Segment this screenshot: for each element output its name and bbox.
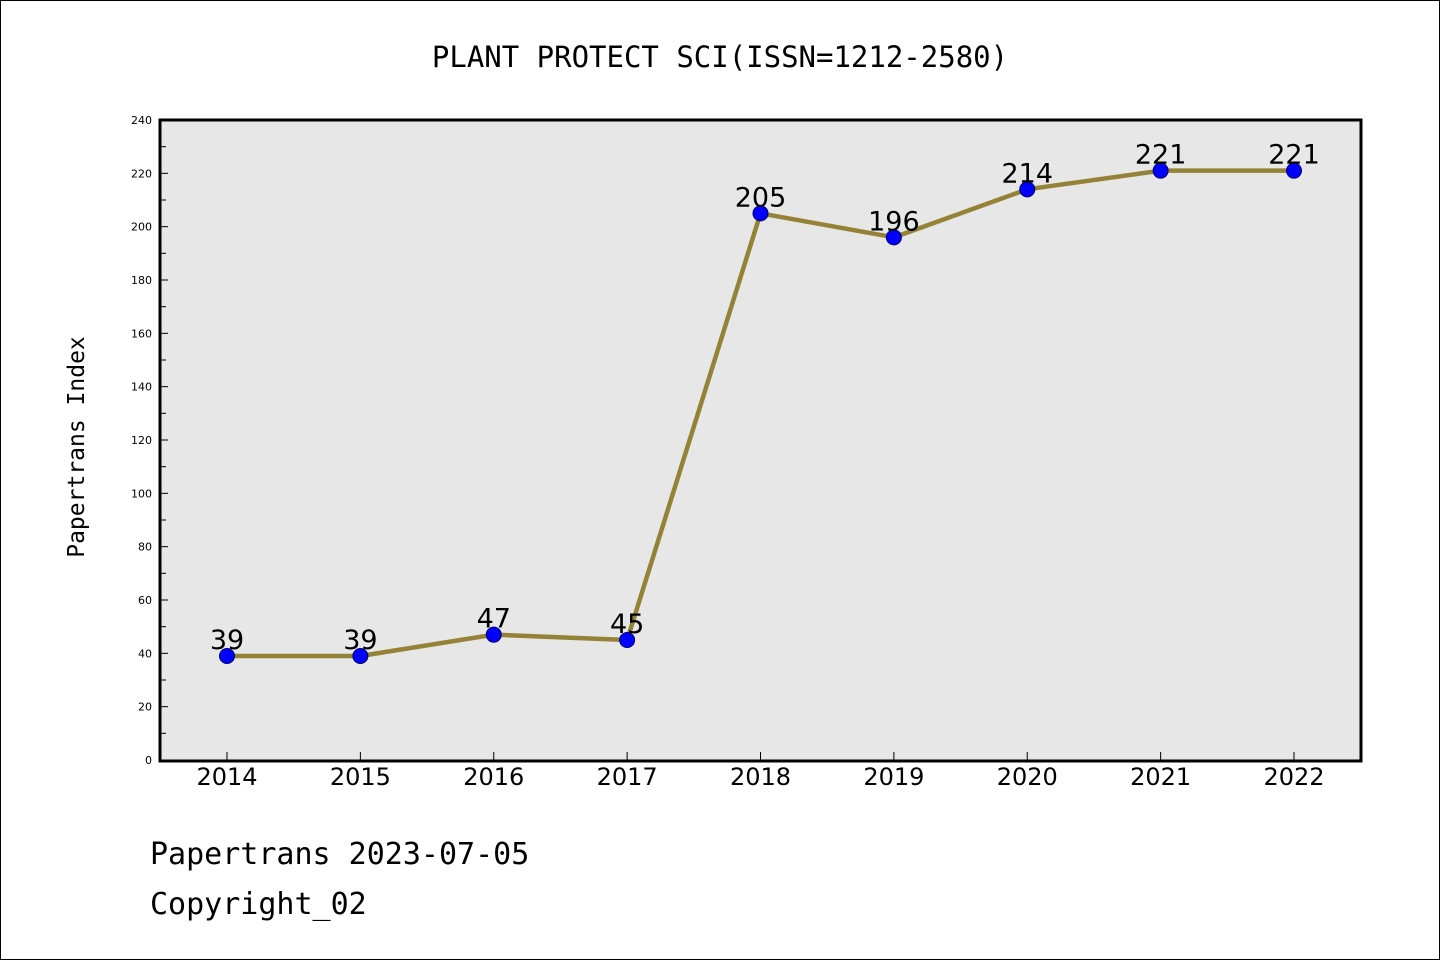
y-tick-label: 200 bbox=[131, 221, 152, 234]
y-tick-label: 0 bbox=[145, 754, 152, 767]
data-point bbox=[485, 626, 502, 643]
data-point bbox=[352, 648, 369, 664]
y-tick-label: 20 bbox=[138, 701, 152, 714]
y-tick-label: 40 bbox=[138, 647, 152, 660]
data-point bbox=[1152, 162, 1169, 179]
x-tick-label: 2020 bbox=[997, 763, 1058, 791]
data-point bbox=[1286, 162, 1302, 179]
data-point bbox=[885, 229, 902, 246]
y-tick-label: 240 bbox=[131, 114, 152, 127]
y-tick-label: 100 bbox=[131, 487, 152, 500]
x-tick-label: 2019 bbox=[863, 763, 924, 791]
y-tick-label: 120 bbox=[131, 434, 152, 447]
data-label: 205 bbox=[735, 182, 787, 213]
data-labels: 39 39 47 45 205 196 214 221 221 bbox=[210, 140, 1320, 656]
y-axis-label: Papertrans Index bbox=[64, 336, 90, 558]
data-point bbox=[219, 648, 235, 664]
y-tick-label: 160 bbox=[131, 327, 152, 340]
data-label: 39 bbox=[210, 625, 244, 656]
y-tick-label: 220 bbox=[131, 167, 152, 180]
x-tick-label: 2022 bbox=[1263, 763, 1324, 791]
data-label: 45 bbox=[610, 609, 644, 640]
x-tick-label: 2016 bbox=[463, 763, 524, 791]
data-label: 47 bbox=[477, 604, 511, 635]
x-tick-label: 2015 bbox=[330, 763, 391, 791]
data-label: 221 bbox=[1268, 140, 1320, 171]
x-tick-label: 2018 bbox=[730, 763, 791, 791]
footer-copyright: Copyright_02 bbox=[150, 887, 367, 922]
data-label: 39 bbox=[343, 625, 377, 656]
x-tick-label: 2021 bbox=[1130, 763, 1191, 791]
data-point bbox=[1019, 181, 1036, 198]
data-label: 221 bbox=[1135, 140, 1187, 171]
data-label: 196 bbox=[868, 206, 920, 237]
chart-title: PLANT PROTECT SCI(ISSN=1212-2580) bbox=[432, 40, 1008, 74]
y-tick-label: 140 bbox=[131, 381, 152, 394]
y-axis: 0 20 40 60 80 100 120 140 160 180 200 220 240 bbox=[131, 114, 168, 767]
y-tick-label: 80 bbox=[138, 541, 152, 554]
footer-date: Papertrans 2023-07-05 bbox=[150, 837, 529, 872]
series-group bbox=[219, 162, 1302, 664]
y-tick-label: 60 bbox=[138, 594, 152, 607]
x-axis: 2014 2015 2016 2017 2018 2019 2020 2021 2022 bbox=[196, 752, 1325, 791]
data-point bbox=[752, 205, 769, 222]
x-tick-label: 2014 bbox=[196, 763, 257, 791]
data-point bbox=[619, 632, 636, 648]
data-label: 214 bbox=[1001, 158, 1053, 189]
x-tick-label: 2017 bbox=[597, 763, 658, 791]
y-tick-label: 180 bbox=[131, 274, 152, 287]
